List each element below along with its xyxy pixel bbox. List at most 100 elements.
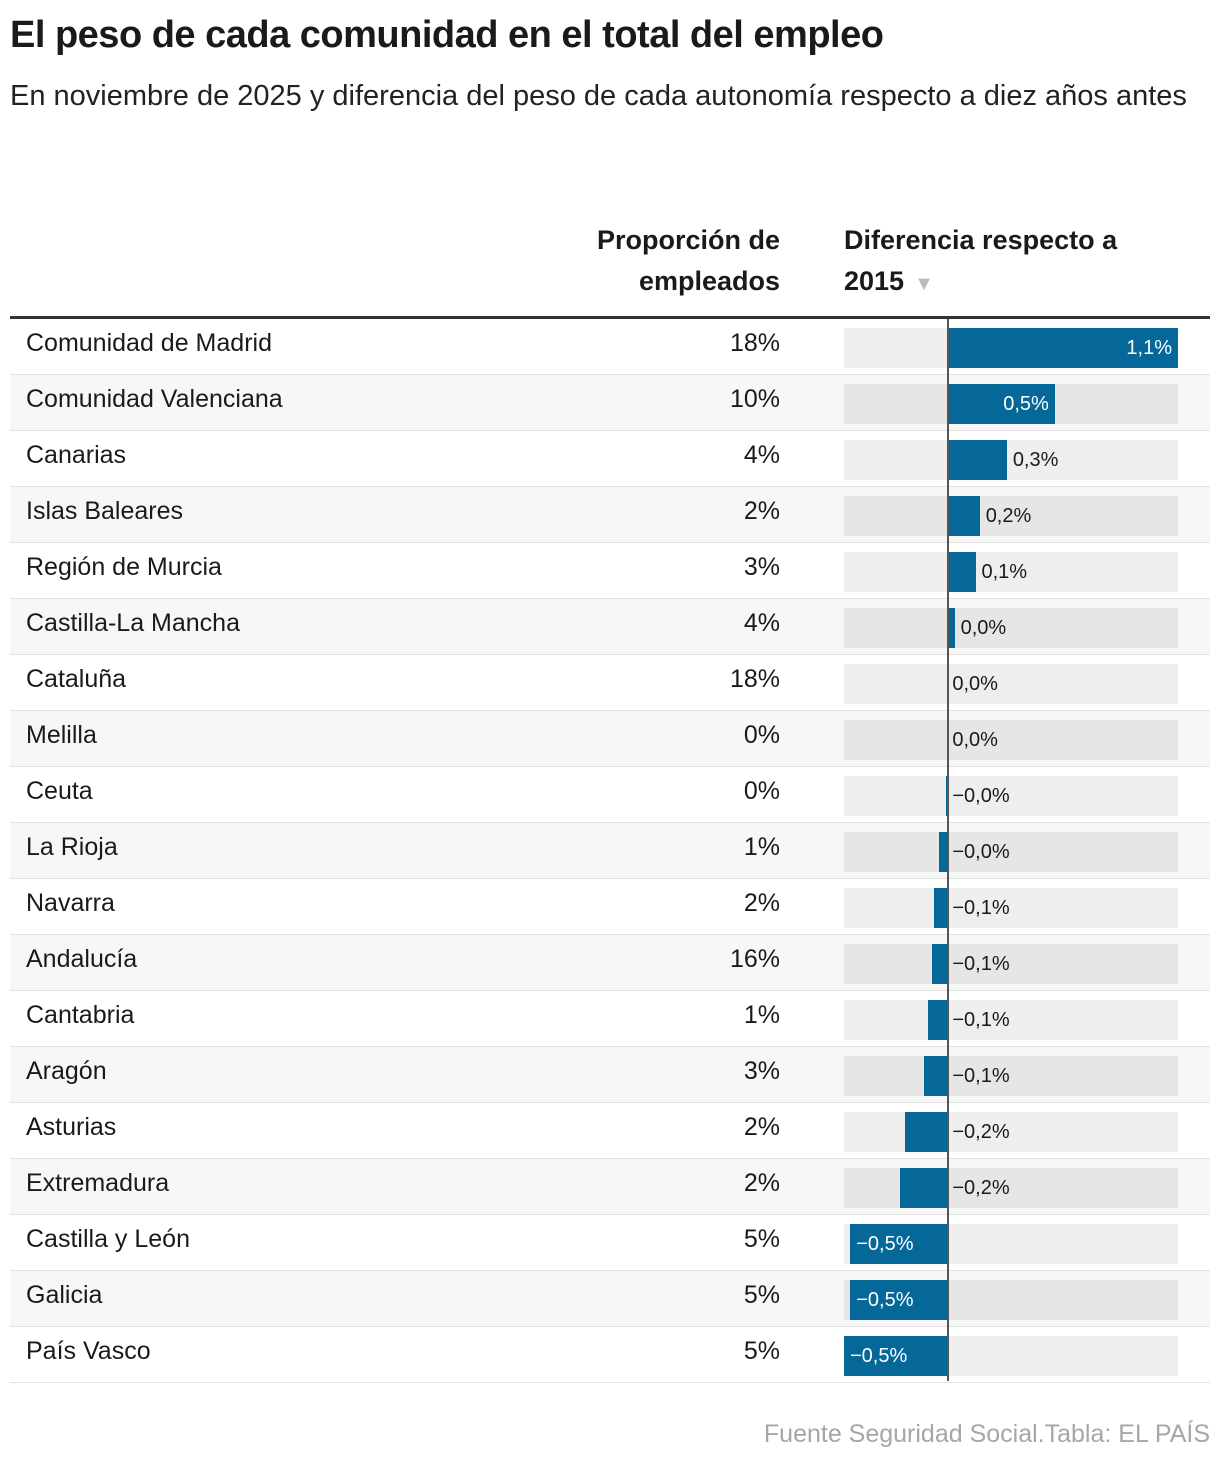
difference-label: −0,1% [952, 953, 1010, 975]
table-row: Cataluña 18% 0,0% [10, 655, 1210, 711]
difference-label: 0,3% [1012, 449, 1059, 471]
bar-track [844, 440, 1178, 480]
sort-descending-icon: ▼ [914, 273, 934, 295]
chart-title: El peso de cada comunidad en el total de… [10, 14, 884, 56]
table-row: Castilla-La Mancha 4% 0,0% [10, 599, 1210, 655]
difference-label: 0,0% [960, 617, 1007, 639]
difference-bar [948, 440, 1007, 480]
proportion-value: 5% [743, 1337, 780, 1365]
difference-label: 0,0% [952, 729, 998, 751]
table-row: Islas Baleares 2% 0,2% [10, 487, 1210, 543]
bar-track [844, 496, 1178, 536]
region-name: Asturias [26, 1113, 117, 1141]
table-row: Melilla 0% 0,0% [10, 711, 1210, 767]
table-row: Galicia 5% −0,5% [10, 1271, 1210, 1327]
table-row: Aragón 3% −0,1% [10, 1047, 1210, 1103]
difference-label: −0,1% [952, 1009, 1010, 1031]
table-row: Comunidad de Madrid 18% 1,1% [10, 319, 1210, 375]
region-name: Región de Murcia [26, 553, 222, 581]
proportion-value: 5% [743, 1281, 780, 1309]
difference-label: −0,2% [952, 1177, 1010, 1199]
bar-track [844, 776, 1178, 816]
region-name: La Rioja [26, 833, 118, 861]
table-row: Canarias 4% 0,3% [10, 431, 1210, 487]
proportion-value: 18% [729, 329, 780, 357]
difference-label: 0,5% [1003, 393, 1049, 415]
proportion-value: 4% [743, 609, 780, 637]
table-row: Comunidad Valenciana 10% 0,5% [10, 375, 1210, 431]
region-name: Navarra [26, 889, 115, 917]
table-row: Ceuta 0% −0,0% [10, 767, 1210, 823]
proportion-value: 2% [743, 1113, 780, 1141]
region-name: Melilla [26, 721, 97, 749]
bar-track [844, 664, 1178, 704]
chart-subtitle: En noviembre de 2025 y diferencia del pe… [10, 80, 1187, 112]
difference-label: −0,1% [952, 897, 1010, 919]
proportion-value: 2% [743, 889, 780, 917]
difference-bar [904, 1112, 949, 1152]
source-note: Fuente Seguridad Social.Tabla: EL PAÍS [763, 1420, 1210, 1448]
bar-track [844, 1000, 1178, 1040]
region-name: Galicia [26, 1281, 103, 1309]
bar-track [844, 832, 1178, 872]
proportion-value: 0% [743, 721, 780, 749]
proportion-value: 2% [743, 497, 780, 525]
difference-bar [844, 1336, 949, 1376]
difference-label: −0,0% [952, 785, 1010, 807]
bar-track [844, 1112, 1178, 1152]
table-row: Cantabria 1% −0,1% [10, 991, 1210, 1047]
zero-line [947, 319, 949, 1381]
header-divider [10, 316, 1210, 319]
region-name: Comunidad de Madrid [26, 329, 272, 357]
difference-bar [938, 832, 949, 872]
proportion-value: 3% [743, 1057, 780, 1085]
region-name: Aragón [26, 1057, 107, 1085]
difference-bar [850, 1224, 949, 1264]
difference-bar [948, 328, 1178, 368]
region-name: Canarias [26, 441, 127, 469]
difference-label: 1,1% [1126, 337, 1172, 359]
difference-label: 0,0% [952, 673, 998, 695]
difference-bar [850, 1280, 949, 1320]
table-row: La Rioja 1% −0,0% [10, 823, 1210, 879]
difference-label: −0,5% [856, 1233, 914, 1255]
region-name: Castilla y León [26, 1225, 190, 1253]
proportion-value: 18% [729, 665, 780, 693]
region-name: País Vasco [26, 1337, 151, 1365]
difference-label: −0,5% [856, 1289, 914, 1311]
bar-track [844, 888, 1178, 928]
difference-label: 0,2% [985, 505, 1032, 527]
proportion-value: 10% [729, 385, 780, 413]
bar-track [844, 1056, 1178, 1096]
column-header-proportion[interactable]: Proporción de empleados [560, 220, 780, 302]
region-name: Ceuta [26, 777, 93, 805]
difference-label: 0,1% [981, 561, 1028, 583]
region-name: Comunidad Valenciana [26, 385, 283, 413]
difference-bar [932, 944, 949, 984]
difference-bar [900, 1168, 949, 1208]
difference-label: −0,5% [850, 1345, 908, 1367]
table-row: Región de Murcia 3% 0,1% [10, 543, 1210, 599]
region-name: Cantabria [26, 1001, 135, 1029]
difference-bar [928, 1000, 949, 1040]
region-name: Extremadura [26, 1169, 170, 1197]
column-header-difference-label: Diferencia respecto a 2015 [844, 225, 1118, 296]
table-row: Extremadura 2% −0,2% [10, 1159, 1210, 1215]
table-row: Asturias 2% −0,2% [10, 1103, 1210, 1159]
proportion-value: 1% [743, 833, 780, 861]
column-header-difference[interactable]: Diferencia respecto a 2015 ▼ [844, 220, 1174, 305]
bar-track [844, 944, 1178, 984]
proportion-value: 5% [743, 1225, 780, 1253]
difference-bar [924, 1056, 949, 1096]
bar-track [844, 608, 1178, 648]
region-name: Andalucía [26, 945, 138, 973]
region-name: Islas Baleares [26, 497, 184, 525]
table-row: Navarra 2% −0,1% [10, 879, 1210, 935]
table-row: País Vasco 5% −0,5% [10, 1327, 1210, 1383]
region-name: Castilla-La Mancha [26, 609, 240, 637]
difference-bar [948, 608, 955, 648]
proportion-value: 0% [743, 777, 780, 805]
bar-track [844, 1168, 1178, 1208]
proportion-value: 3% [743, 553, 780, 581]
difference-label: −0,1% [952, 1065, 1010, 1087]
